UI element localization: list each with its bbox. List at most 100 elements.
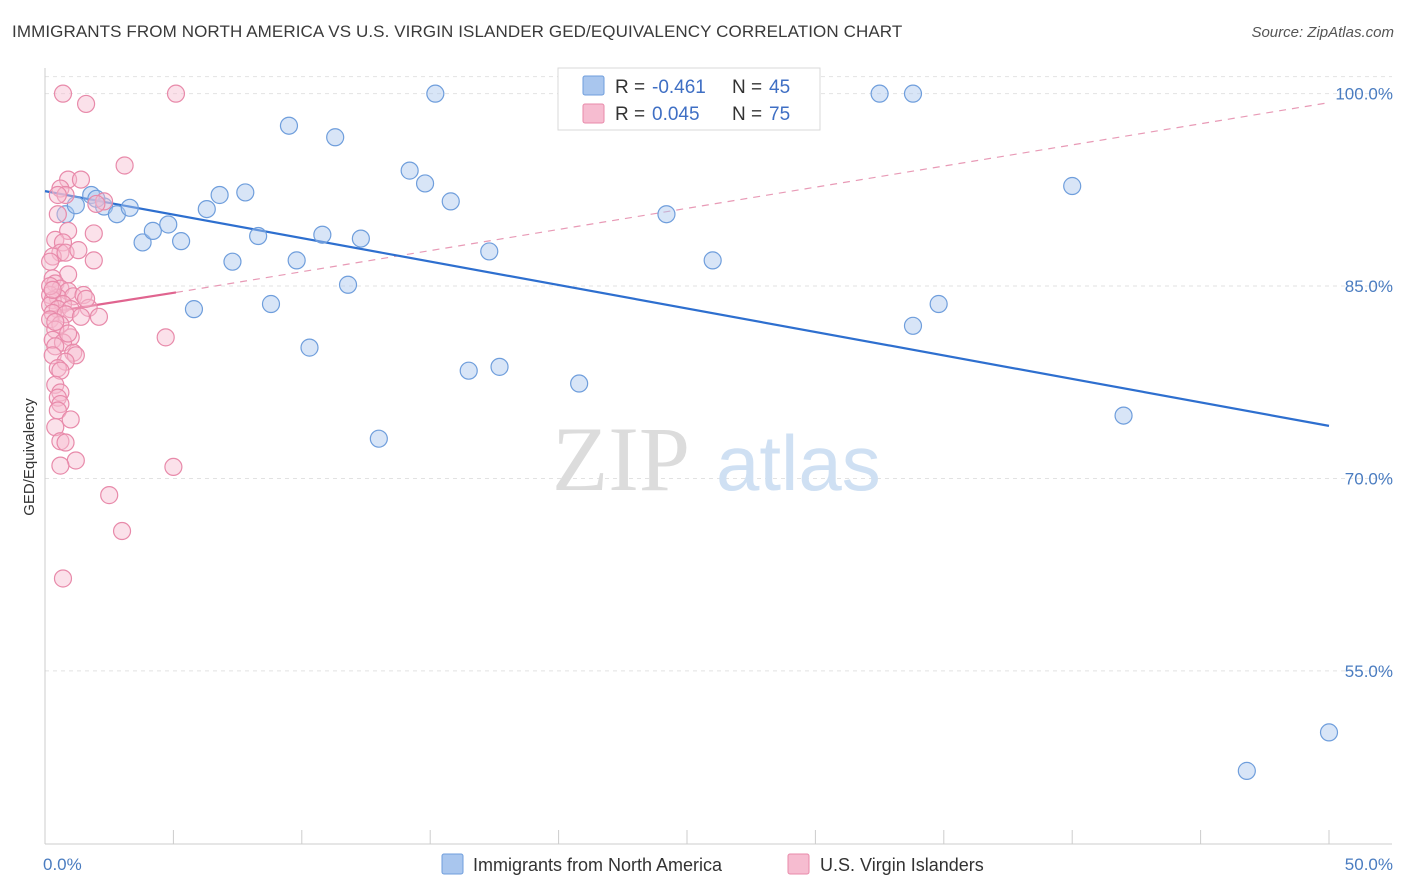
data-point-s1-13 xyxy=(84,224,103,243)
data-points xyxy=(41,84,1339,780)
data-point-s1-74 xyxy=(43,280,62,299)
data-point-s0-41 xyxy=(1114,406,1133,425)
grid-lines xyxy=(45,76,1392,672)
legend-n-label-2: N = xyxy=(732,104,762,125)
data-point-s0-20 xyxy=(313,225,332,244)
data-point-s1-12 xyxy=(59,221,78,240)
data-point-s1-65 xyxy=(53,569,73,588)
data-point-s1-2 xyxy=(166,84,186,103)
bottom-legend: Immigrants from North America U.S. Virgi… xyxy=(441,853,984,875)
data-point-s0-8 xyxy=(159,215,178,234)
data-point-s0-18 xyxy=(287,251,306,270)
legend-n-value-1: 45 xyxy=(769,77,790,98)
data-point-s0-28 xyxy=(441,192,460,211)
data-point-s1-64 xyxy=(112,521,132,541)
data-point-s0-32 xyxy=(570,374,589,393)
data-point-s0-16 xyxy=(261,294,281,314)
data-point-s1-51 xyxy=(51,361,70,380)
data-point-s0-12 xyxy=(210,185,229,205)
data-point-s1-7 xyxy=(56,185,75,205)
data-point-s0-43 xyxy=(1319,723,1339,742)
data-point-s1-70 xyxy=(76,289,96,308)
data-point-s0-15 xyxy=(249,226,268,246)
data-point-s0-10 xyxy=(184,300,204,319)
data-point-s0-24 xyxy=(369,429,388,448)
data-point-s1-10 xyxy=(87,194,106,214)
bottom-legend-label-north-america: Immigrants from North America xyxy=(473,855,723,875)
legend-box: R = -0.461 N = 45 R = 0.045 N = 75 xyxy=(557,67,821,131)
data-point-s1-38 xyxy=(71,307,91,326)
source-label: Source: ZipAtlas.com xyxy=(1251,24,1394,41)
data-point-s0-36 xyxy=(870,84,889,103)
data-point-s1-39 xyxy=(41,310,60,329)
data-point-s0-33 xyxy=(657,205,676,224)
y-axis-label: GED/Equivalency xyxy=(21,398,38,516)
data-point-s1-67 xyxy=(164,457,183,477)
legend-n-value-2: 75 xyxy=(769,104,790,125)
data-point-s1-73 xyxy=(89,307,109,326)
bottom-legend-swatch-north-america xyxy=(441,853,464,875)
data-point-s1-62 xyxy=(51,456,70,475)
data-point-s1-71 xyxy=(59,324,78,343)
axes xyxy=(44,68,1392,845)
x-tick-label-1: 50.0% xyxy=(1345,855,1393,874)
data-point-s0-26 xyxy=(415,174,435,193)
data-point-s0-30 xyxy=(480,242,499,261)
data-point-s1-68 xyxy=(69,241,88,260)
data-point-s1-60 xyxy=(56,433,75,452)
data-point-s1-63 xyxy=(100,486,119,505)
data-point-s0-38 xyxy=(903,316,923,335)
data-point-s0-29 xyxy=(459,361,478,380)
chart-title: IMMIGRANTS FROM NORTH AMERICA VS U.S. VI… xyxy=(12,22,903,41)
legend-n-label-1: N = xyxy=(732,77,762,98)
data-point-s1-0 xyxy=(53,84,73,103)
data-point-s0-13 xyxy=(223,252,242,271)
data-point-s1-66 xyxy=(156,328,175,347)
data-point-s0-40 xyxy=(1063,176,1082,196)
y-tick-label-2: 70.0% xyxy=(1345,469,1393,488)
watermark-zip: ZIP xyxy=(552,408,690,510)
data-point-s0-42 xyxy=(1237,761,1256,780)
watermark-atlas: atlas xyxy=(716,419,881,507)
data-point-s0-23 xyxy=(351,229,370,248)
data-point-s0-37 xyxy=(903,84,923,103)
bottom-legend-label-virgin-islanders: U.S. Virgin Islanders xyxy=(820,855,984,875)
tick-labels: 100.0% 85.0% 70.0% 55.0% 0.0% 50.0% xyxy=(43,85,1393,874)
x-tick-label-0: 0.0% xyxy=(43,855,82,874)
y-tick-label-1: 85.0% xyxy=(1345,277,1393,296)
data-point-s0-35 xyxy=(703,251,722,270)
data-point-s0-14 xyxy=(236,183,255,202)
data-point-s1-1 xyxy=(76,94,96,114)
y-tick-label-3: 55.0% xyxy=(1345,662,1393,681)
data-point-s0-9 xyxy=(172,232,191,251)
data-point-s0-27 xyxy=(426,84,445,103)
data-point-s0-21 xyxy=(326,128,345,147)
data-point-s1-20 xyxy=(41,252,60,271)
data-point-s0-6 xyxy=(133,233,152,252)
legend-r-label-1: R = xyxy=(615,77,645,98)
data-point-s0-39 xyxy=(929,294,948,314)
trend-extension-1 xyxy=(175,102,1330,294)
data-point-s1-34 xyxy=(61,300,80,319)
bottom-legend-swatch-virgin-islanders xyxy=(787,853,810,875)
legend-r-value-1: -0.461 xyxy=(652,77,706,98)
y-tick-label-0: 100.0% xyxy=(1335,85,1393,104)
data-point-s1-57 xyxy=(61,410,80,429)
data-point-s0-22 xyxy=(338,275,358,294)
data-point-s1-47 xyxy=(66,346,85,365)
data-point-s0-25 xyxy=(400,161,419,180)
data-point-s0-31 xyxy=(490,357,509,376)
data-point-s0-7 xyxy=(143,221,162,240)
legend-r-label-2: R = xyxy=(615,104,645,125)
data-point-s0-5 xyxy=(120,198,139,217)
data-point-s0-19 xyxy=(300,338,319,357)
data-point-s1-30 xyxy=(43,291,62,310)
data-point-s1-19 xyxy=(84,251,103,270)
data-point-s1-58 xyxy=(46,418,65,437)
data-point-s0-11 xyxy=(197,199,216,219)
legend-swatch-virgin-islanders xyxy=(582,103,605,124)
legend-swatch-north-america xyxy=(582,75,605,96)
data-point-s1-11 xyxy=(48,205,67,224)
data-point-s1-72 xyxy=(46,312,65,332)
